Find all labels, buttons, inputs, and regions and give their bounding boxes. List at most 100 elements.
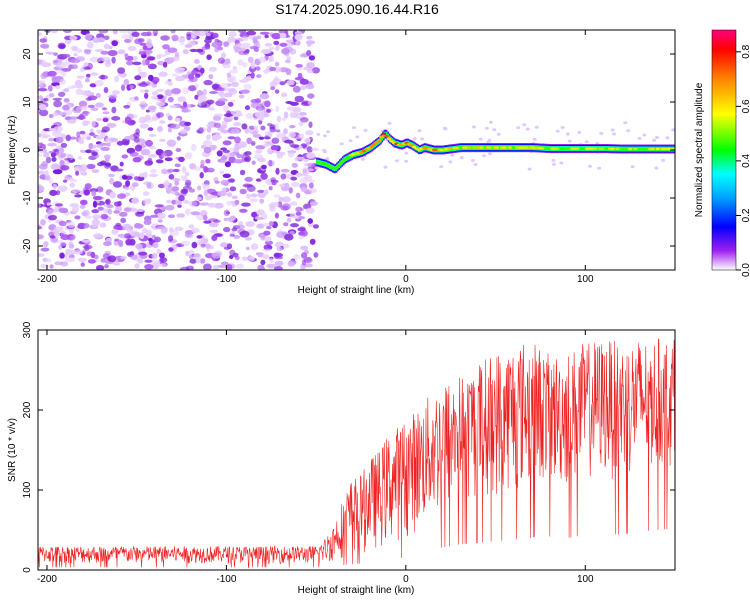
spectrogram-noise-cell (164, 157, 173, 162)
spectrogram-ridge-cell (339, 162, 342, 166)
spectrogram-noise-cell (245, 221, 255, 227)
spectrogram-noise-cell (264, 100, 271, 108)
spectrogram-noise-cell (74, 215, 81, 220)
spectrogram-peak-cell (592, 147, 598, 150)
spectrogram-noise-cell (100, 50, 109, 55)
spectrogram-noise-cell (269, 66, 277, 72)
spectrogram-noise-cell (127, 45, 137, 52)
spectrogram-peak-cell (384, 134, 389, 138)
spectrogram-noise-cell (292, 85, 301, 93)
spectrogram-noise-cell (80, 199, 88, 206)
spectrogram-noise-cell (286, 106, 294, 111)
spectrogram-noise-cell (189, 48, 198, 53)
spectrogram-noise-cell (360, 157, 365, 161)
snr-panel: -200 -100 0 100 0 100 200 300 Height of straig… (7, 321, 676, 596)
spectrogram-noise-cell (158, 252, 165, 259)
spectrogram-noise-cell (179, 129, 188, 134)
spectrogram-noise-cell (274, 46, 280, 51)
spectrogram-noise-cell (223, 226, 231, 233)
spectrogram-noise-cell (139, 123, 150, 129)
spectrogram-noise-cell (77, 156, 83, 160)
spectrogram-noise-cell (97, 162, 105, 167)
spectrogram-noise-cell (48, 93, 55, 97)
spectrogram-noise-cell (92, 200, 98, 208)
spectrogram-noise-cell (159, 120, 166, 124)
spectrogram-noise-cell (53, 126, 60, 134)
spectrogram-noise-cell (150, 96, 159, 100)
spectrogram-noise-cell (40, 43, 50, 49)
colorbar-label: Normalized spectral amplitude (694, 82, 705, 217)
spectrogram-noise-cell (45, 51, 55, 55)
spectrogram-noise-cell (222, 149, 230, 153)
spectrogram-noise-cell (206, 134, 211, 141)
spectrogram-noise-cell (282, 196, 291, 203)
spectrogram-noise-cell (203, 30, 209, 34)
spectrogram-noise-cell (241, 256, 249, 261)
spectrogram-peak-cell (386, 137, 392, 141)
spectrogram-noise-cell (148, 74, 154, 82)
spectrogram-noise-cell (61, 68, 72, 72)
spectrogram-noise-cell (108, 94, 118, 99)
colorbar: 0.0 0.2 0.4 0.6 0.8 Normalized spectral ampl… (694, 29, 750, 277)
spectrogram-noise-cell (158, 71, 168, 77)
spectrogram-noise-cell (60, 142, 68, 148)
spectrogram-noise-cell (119, 211, 128, 217)
snr-x-ticks: -200 -100 0 100 (37, 330, 594, 585)
spectrogram-noise-cell (117, 193, 127, 199)
spectrogram-noise-cell (175, 75, 184, 82)
spectrogram-noise-cell (448, 160, 453, 164)
spectrogram-noise-cell (167, 47, 178, 53)
spectrogram-noise-cell (75, 88, 84, 96)
spectrogram-noise-cell (208, 91, 219, 94)
spectrogram-noise-cell (144, 160, 154, 166)
spectrogram-noise-cell (213, 122, 221, 128)
spectrogram-noise-cell (73, 52, 78, 57)
spectrogram-peak-cell (411, 145, 417, 149)
spectrogram-ridge-cell (578, 147, 582, 151)
spectrogram-noise-cell (83, 189, 91, 196)
spectrogram-noise-cell (228, 31, 237, 38)
spectrogram-noise-cell (196, 185, 202, 191)
spectrogram-noise-cell (352, 126, 357, 130)
spectrogram-noise-cell (258, 136, 265, 140)
spectrogram-noise-cell (612, 132, 616, 136)
spectrogram-noise-cell (96, 56, 102, 62)
spectrogram-noise-cell (241, 202, 251, 207)
spectrogram-noise-cell (271, 32, 282, 40)
spectrogram-noise-cell (105, 199, 110, 204)
spectrogram-noise-cell (282, 203, 291, 211)
spectrogram-noise-cell (259, 198, 265, 204)
spectrogram-noise-cell (220, 147, 228, 151)
spectrogram-noise-cell (59, 159, 65, 167)
spectrogram-noise-cell (211, 83, 219, 90)
spectrogram-noise-cell (238, 141, 248, 149)
spectrogram-noise-cell (308, 55, 316, 61)
spectrogram-noise-cell (470, 159, 475, 162)
spectrogram-noise-cell (188, 249, 195, 255)
spectrogram-noise-cell (567, 139, 572, 143)
spectrogram-noise-cell (665, 136, 670, 140)
spectrogram-noise-cell (151, 90, 159, 96)
spectrogram-noise-cell (220, 94, 226, 99)
spectrogram-noise-cell (124, 38, 132, 44)
spectrogram-noise-cell (134, 263, 140, 269)
spectrogram-peak-cell (409, 144, 414, 147)
spectrogram-noise-cell (184, 44, 193, 48)
spectrogram-noise-cell (168, 174, 175, 180)
spectrogram-noise-cell (217, 57, 225, 64)
spectrogram-noise-cell (268, 46, 275, 51)
spectrogram-noise-cell (57, 91, 66, 97)
spectrogram-noise-cell (339, 142, 344, 146)
spectrogram-noise-cell (171, 186, 180, 192)
spectrogram-noise-cell (103, 241, 112, 246)
spectrogram-noise-cell (261, 223, 272, 227)
spectrogram-noise-cell (59, 252, 65, 259)
spectrogram-noise-cell (117, 233, 125, 238)
spectrogram-ridge-cell (596, 147, 599, 151)
spectrogram-noise-cell (138, 116, 147, 124)
spectrogram-noise-cell (257, 264, 265, 270)
spectrogram-noise-cell (48, 128, 57, 132)
spectrogram-ridge-cell (326, 163, 329, 167)
spectrogram-noise-cell (169, 229, 179, 237)
spectrogram-noise-cell (132, 61, 142, 66)
